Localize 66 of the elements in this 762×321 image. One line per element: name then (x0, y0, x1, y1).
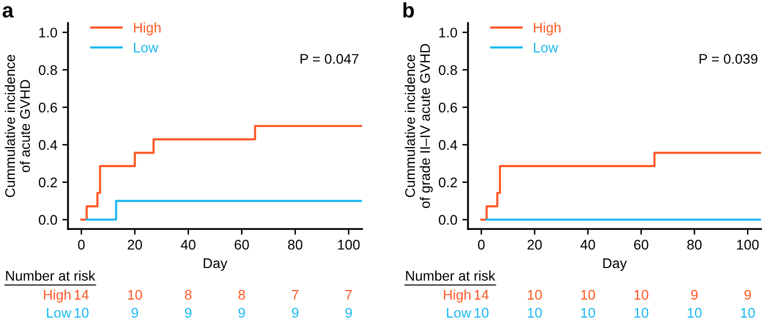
y-axis-title: Cummulative incidence of acute GVHD (4, 54, 30, 198)
text: 10 (634, 290, 648, 300)
y-axis-title: Cummulative incidence of grade II–IV acute GVHD (404, 44, 433, 208)
y-tick-label: 0.2 (438, 178, 457, 188)
x-tick-label: 0 (78, 240, 85, 250)
x-tick-label: 40 (180, 240, 196, 250)
text: 7 (292, 290, 298, 300)
text: 10 (474, 308, 488, 318)
x-tick-label: 60 (634, 240, 648, 250)
x-tick-label: 20 (528, 240, 542, 250)
annotation: P = 0.047 (300, 54, 358, 64)
y-tick-label: 1.0 (39, 28, 58, 38)
text: 9 (744, 290, 751, 300)
text: 9 (185, 308, 192, 318)
x-tick-label: 20 (128, 240, 142, 250)
y-tick-label: 0.4 (38, 140, 58, 150)
y-tick-label: 0.8 (438, 65, 457, 75)
text: 10 (581, 290, 596, 300)
annotation: P = 0.039 (700, 54, 758, 64)
text: High (444, 290, 470, 302)
x-axis-title: Day (603, 258, 627, 271)
x-tick-label: 0 (478, 240, 485, 250)
text: 8 (238, 290, 245, 300)
text: 10 (528, 308, 542, 318)
legend-label: High (534, 22, 560, 36)
x-tick-label: 80 (288, 240, 302, 250)
y-tick-label: 0.8 (38, 65, 57, 75)
text: 10 (528, 290, 542, 300)
x-tick-label: 100 (338, 240, 360, 250)
text: 9 (345, 308, 352, 318)
text: High (44, 290, 70, 302)
text: Low (446, 308, 472, 318)
chart-title: b (403, 2, 414, 18)
y-tick-label: 1.0 (439, 28, 458, 38)
x-tick-label: 80 (687, 240, 702, 250)
y-tick-label: 0.4 (438, 140, 458, 150)
x-tick-label: 40 (580, 240, 596, 250)
y-tick-label: 0.0 (38, 214, 58, 225)
x-axis-title: Day (204, 258, 228, 271)
text: Low (47, 308, 72, 318)
text: 10 (74, 308, 89, 318)
y-tick-label: 0.6 (38, 102, 57, 112)
text: 10 (128, 290, 142, 300)
text: Number at risk (6, 270, 96, 281)
text: 10 (741, 308, 755, 318)
y-tick-label: 0.0 (438, 214, 458, 225)
text: 9 (691, 290, 698, 300)
chart-title: a (2, 6, 14, 18)
text: 8 (185, 290, 192, 300)
x-tick-label: 60 (234, 240, 249, 250)
text: Number at risk (406, 270, 496, 281)
text: 9 (238, 308, 245, 318)
legend-label: High (134, 22, 161, 36)
legend-label: Low (534, 42, 558, 52)
text: 10 (688, 308, 702, 318)
x-tick-label: 100 (737, 240, 759, 250)
legend-label: Low (134, 42, 158, 52)
text: 9 (132, 308, 138, 318)
text: 14 (474, 290, 489, 300)
text: 14 (74, 290, 89, 300)
text: 7 (345, 290, 352, 300)
y-tick-label: 0.2 (38, 178, 57, 188)
y-tick-label: 0.6 (438, 102, 457, 112)
text: 9 (292, 308, 298, 318)
text: 10 (581, 308, 596, 318)
text: 10 (634, 308, 648, 318)
